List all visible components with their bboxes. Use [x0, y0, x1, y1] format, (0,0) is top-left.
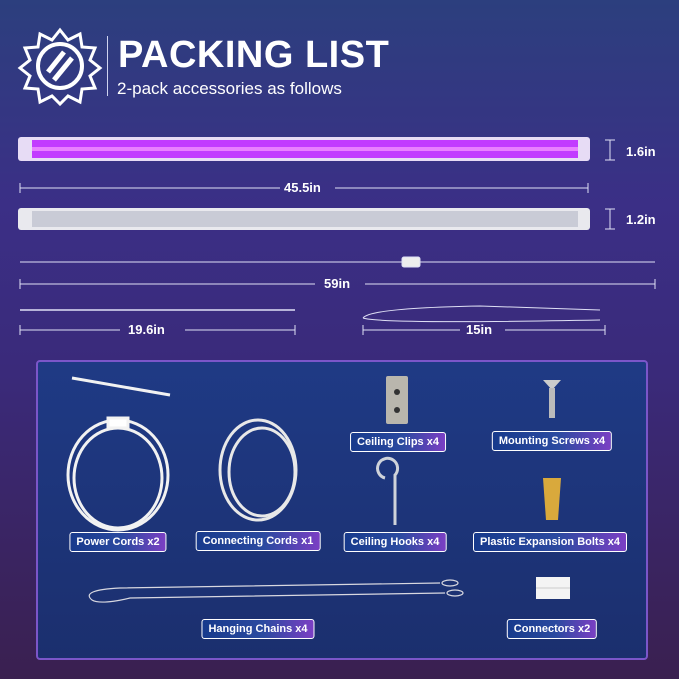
mounting-screw-icon	[543, 380, 561, 418]
connecting-cords-label: Connecting Cords x1	[195, 531, 321, 551]
dimension-line-45in	[19, 139, 615, 230]
page-title: PACKING LIST	[118, 34, 390, 76]
connecting-cord-icon	[218, 418, 298, 522]
hanging-chain-length-label: 15in	[466, 322, 493, 337]
connectors-label: Connectors x2	[506, 619, 598, 639]
hanging-chain-icon	[88, 579, 464, 603]
power-cords-label: Power Cords x2	[69, 532, 167, 552]
connecting-cord-length-label: 19.6in	[128, 322, 165, 337]
purple-led-tube	[18, 137, 590, 161]
mounting-screws-label: Mounting Screws x4	[491, 431, 613, 451]
light-bulb-icon	[17, 27, 103, 107]
white-led-tube	[18, 208, 590, 230]
tube2-height-label: 1.2in	[626, 212, 656, 227]
connector-icon	[536, 577, 570, 599]
tube1-height-label: 1.6in	[626, 144, 656, 159]
ceiling-hooks-label: Ceiling Hooks x4	[343, 532, 447, 552]
power-cord-icon	[66, 376, 171, 532]
ceiling-clips-label: Ceiling Clips x4	[350, 432, 446, 452]
power-cord-line	[19, 256, 656, 335]
expansion-bolt-icon	[543, 478, 561, 520]
tube-length-label: 45.5in	[284, 180, 321, 195]
hanging-chains-label: Hanging Chains x4	[201, 619, 315, 639]
header-divider	[107, 36, 108, 96]
ceiling-clip-icon	[386, 376, 408, 424]
page-subtitle: 2-pack accessories as follows	[117, 79, 342, 98]
power-cord-length-label: 59in	[324, 276, 351, 291]
ceiling-hook-icon	[376, 456, 400, 525]
plastic-expansion-bolts-label: Plastic Expansion Bolts x4	[473, 532, 627, 552]
